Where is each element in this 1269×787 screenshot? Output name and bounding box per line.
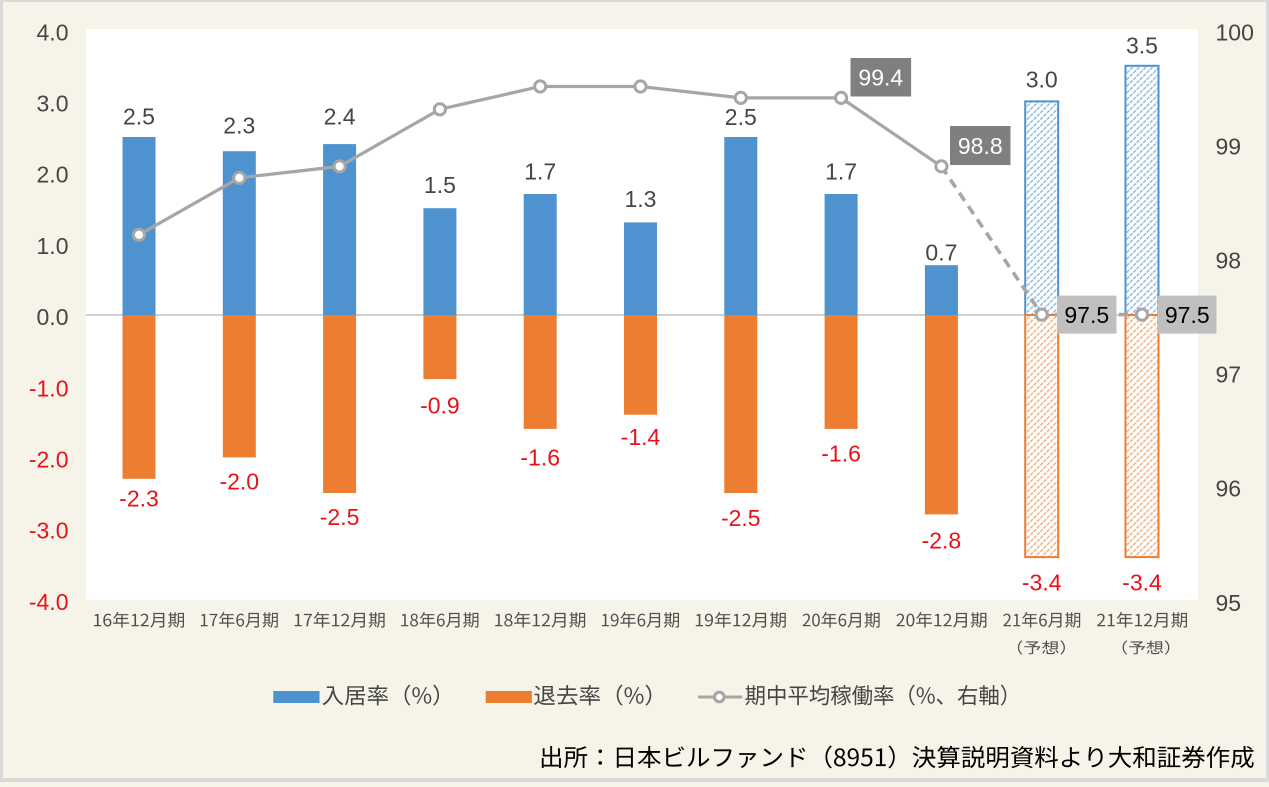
svg-text:98.8: 98.8 [958, 133, 1003, 159]
svg-text:-1.6: -1.6 [821, 441, 861, 467]
svg-text:-2.5: -2.5 [721, 505, 761, 531]
svg-text:0.7: 0.7 [925, 239, 957, 265]
svg-text:0.0: 0.0 [37, 304, 69, 330]
svg-text:-3.0: -3.0 [29, 518, 69, 544]
svg-text:2.5: 2.5 [123, 104, 155, 130]
svg-text:97.5: 97.5 [1165, 302, 1210, 328]
svg-text:4.0: 4.0 [37, 19, 69, 45]
svg-text:-4.0: -4.0 [29, 589, 69, 615]
svg-text:-2.3: -2.3 [119, 486, 159, 512]
svg-text:2.4: 2.4 [324, 104, 356, 130]
svg-text:2.3: 2.3 [223, 113, 255, 139]
svg-text:-2.0: -2.0 [29, 447, 69, 473]
svg-text:95: 95 [1216, 590, 1242, 616]
svg-text:3.0: 3.0 [37, 91, 69, 117]
svg-text:96: 96 [1216, 476, 1242, 502]
svg-text:3.0: 3.0 [1026, 66, 1058, 92]
svg-text:99.4: 99.4 [858, 65, 903, 91]
svg-text:1.0: 1.0 [37, 233, 69, 259]
svg-text:-1.4: -1.4 [621, 424, 661, 450]
svg-text:3.5: 3.5 [1126, 33, 1158, 59]
svg-text:1.7: 1.7 [524, 158, 556, 184]
svg-text:-3.4: -3.4 [1022, 570, 1062, 596]
svg-text:1.5: 1.5 [424, 172, 456, 198]
svg-text:99: 99 [1216, 134, 1242, 160]
svg-text:-2.0: -2.0 [219, 469, 259, 495]
svg-text:100: 100 [1216, 20, 1254, 46]
svg-text:97: 97 [1216, 362, 1242, 388]
svg-text:-1.0: -1.0 [29, 375, 69, 401]
svg-text:-0.9: -0.9 [420, 393, 460, 419]
svg-text:98: 98 [1216, 248, 1242, 274]
svg-text:-2.5: -2.5 [320, 504, 360, 530]
svg-text:1.7: 1.7 [825, 158, 857, 184]
svg-text:2.5: 2.5 [725, 104, 757, 130]
svg-text:97.5: 97.5 [1064, 302, 1109, 328]
svg-text:2.0: 2.0 [37, 162, 69, 188]
svg-text:-2.8: -2.8 [922, 527, 962, 553]
svg-text:-1.6: -1.6 [520, 445, 560, 471]
svg-text:1.3: 1.3 [625, 186, 657, 212]
svg-text:-3.4: -3.4 [1122, 570, 1162, 596]
